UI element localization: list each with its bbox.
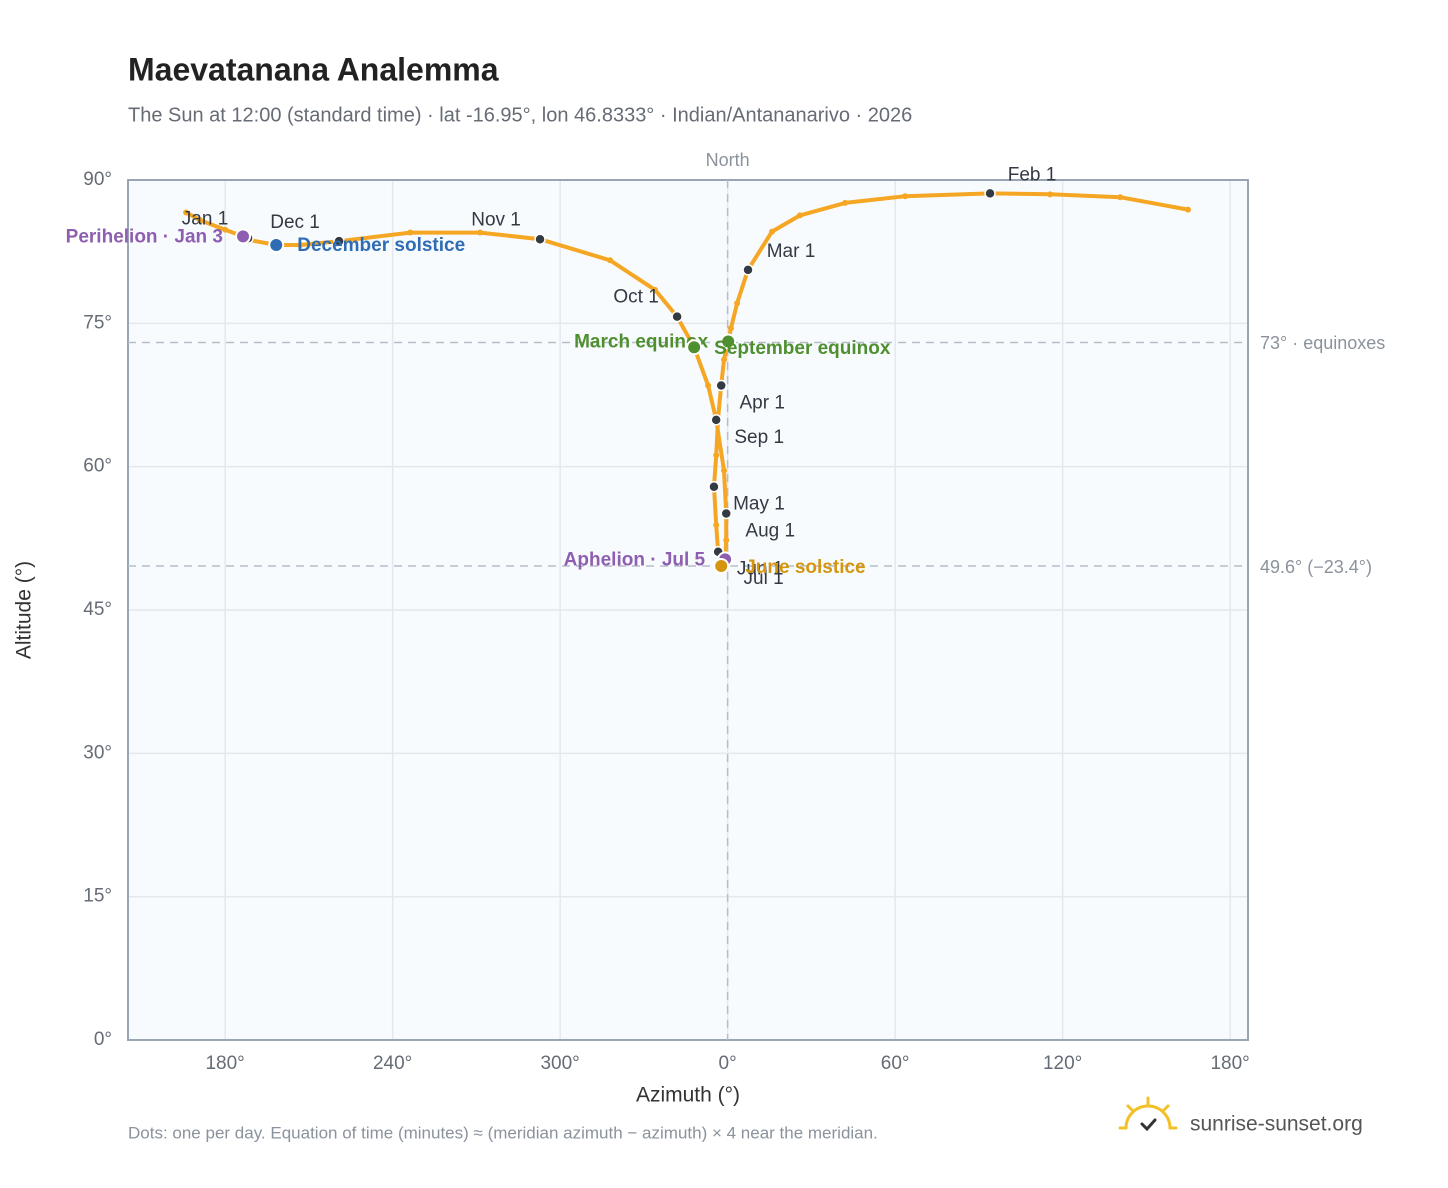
- month-label: Dec 1: [270, 212, 320, 233]
- month-label: Sep 1: [734, 427, 784, 448]
- month-label: May 1: [733, 494, 785, 515]
- sun-dot: [407, 229, 414, 236]
- month-marker: [534, 233, 546, 245]
- event-label: September equinox: [714, 338, 891, 359]
- month-label: Apr 1: [740, 392, 785, 413]
- sun-dot: [1117, 194, 1124, 201]
- x-axis-label: Azimuth (°): [636, 1084, 740, 1107]
- sun-dot: [713, 452, 720, 459]
- month-marker: [715, 379, 727, 392]
- event-marker: [686, 339, 703, 356]
- x-tick-label: 240°: [373, 1053, 412, 1074]
- x-tick-label: 180°: [205, 1053, 244, 1074]
- sun-dot: [769, 228, 776, 235]
- event-marker: [268, 236, 285, 253]
- sun-dot: [723, 537, 730, 544]
- month-marker: [671, 310, 683, 323]
- reference-label: 49.6° (−23.4°): [1260, 557, 1372, 577]
- event-label: June solstice: [745, 557, 865, 578]
- event-label: March equinox: [574, 332, 709, 353]
- sun-dot: [652, 286, 659, 293]
- sun-dot: [607, 257, 614, 264]
- sun-dot: [796, 212, 803, 219]
- event-marker: [713, 558, 730, 575]
- x-tick-label: 0°: [719, 1053, 737, 1074]
- y-tick-label: 60°: [83, 456, 112, 477]
- reference-label: 73° · equinoxes: [1260, 333, 1385, 353]
- sun-dot: [183, 209, 190, 216]
- brand: sunrise-sunset.org: [1190, 1113, 1363, 1136]
- y-tick-label: 15°: [83, 886, 112, 907]
- sun-dot: [197, 217, 204, 224]
- sun-dot: [721, 467, 728, 474]
- sun-dot: [727, 325, 734, 332]
- month-marker: [710, 414, 722, 426]
- y-tick-label: 0°: [94, 1029, 112, 1050]
- sun-dot: [842, 199, 849, 206]
- event-label: December solstice: [297, 235, 465, 256]
- event-marker: [235, 228, 252, 245]
- sun-dot: [734, 300, 741, 307]
- month-marker: [984, 187, 996, 200]
- x-tick-label: 60°: [881, 1053, 910, 1074]
- month-label: Aug 1: [745, 521, 795, 542]
- footnote: Dots: one per day. Equation of time (min…: [128, 1123, 878, 1142]
- x-tick-label: 120°: [1043, 1053, 1082, 1074]
- month-marker: [333, 235, 345, 247]
- month-label: Nov 1: [471, 209, 521, 230]
- sun-dot: [1184, 206, 1191, 213]
- month-label: Mar 1: [767, 241, 816, 262]
- chart-subtitle: The Sun at 12:00 (standard time) · lat -…: [128, 104, 912, 126]
- chart-title: Maevatanana Analemma: [128, 51, 499, 87]
- month-marker: [720, 507, 732, 520]
- sun-dot: [713, 521, 720, 528]
- y-tick-label: 75°: [83, 312, 112, 333]
- brand-logo: [1118, 1096, 1178, 1132]
- event-label: Aphelion · Jul 5: [564, 549, 706, 570]
- month-label: Feb 1: [1008, 164, 1057, 185]
- y-tick-label: 30°: [83, 742, 112, 763]
- sun-dot: [705, 382, 712, 389]
- sun-dot: [721, 356, 728, 363]
- month-label: Oct 1: [613, 287, 658, 308]
- event-marker: [720, 333, 737, 350]
- month-marker: [708, 480, 720, 493]
- month-label: Jul 1: [744, 568, 784, 589]
- sun-dot: [222, 226, 229, 233]
- event-label: Perihelion · Jan 3: [66, 226, 223, 247]
- sun-dot: [1047, 191, 1054, 198]
- y-tick-label: 45°: [83, 599, 112, 620]
- month-label: Jun 1: [737, 559, 783, 580]
- x-tick-label: 300°: [540, 1053, 579, 1074]
- sun-dot: [297, 241, 304, 248]
- y-tick-label: 90°: [83, 169, 112, 190]
- month-label: Jan 1: [182, 208, 228, 229]
- sun-dot: [477, 229, 484, 236]
- x-tick-label: 180°: [1210, 1053, 1249, 1074]
- y-axis-label: Altitude (°): [13, 561, 36, 659]
- month-marker: [742, 264, 754, 276]
- sun-dot: [902, 193, 909, 200]
- plot-border: [127, 179, 1249, 1041]
- north-label: North: [706, 150, 750, 170]
